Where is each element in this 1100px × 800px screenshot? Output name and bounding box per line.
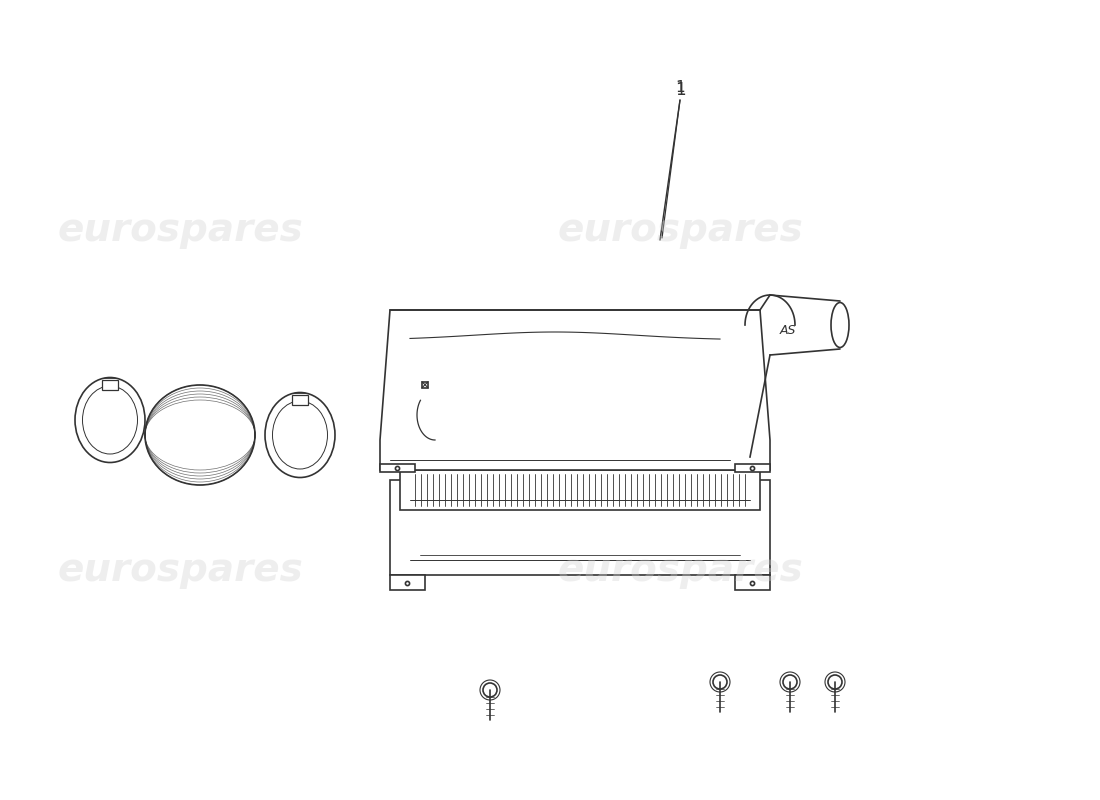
Ellipse shape [145,385,255,485]
Text: 1: 1 [675,81,685,95]
Text: AS: AS [780,323,796,337]
Circle shape [828,675,842,689]
Text: 1: 1 [674,81,685,99]
Bar [735,464,770,472]
Ellipse shape [830,302,849,347]
Text: eurospares: eurospares [557,551,803,589]
Bar [292,395,308,405]
Bar [390,480,770,575]
Bar [735,575,770,590]
Bar [379,464,415,472]
Text: eurospares: eurospares [57,551,303,589]
Circle shape [483,683,497,697]
Bar [390,575,425,590]
Bar [102,380,118,390]
Circle shape [713,675,727,689]
Polygon shape [379,310,770,470]
Text: eurospares: eurospares [57,211,303,249]
Circle shape [783,675,798,689]
Bar [400,470,760,510]
Text: eurospares: eurospares [557,211,803,249]
